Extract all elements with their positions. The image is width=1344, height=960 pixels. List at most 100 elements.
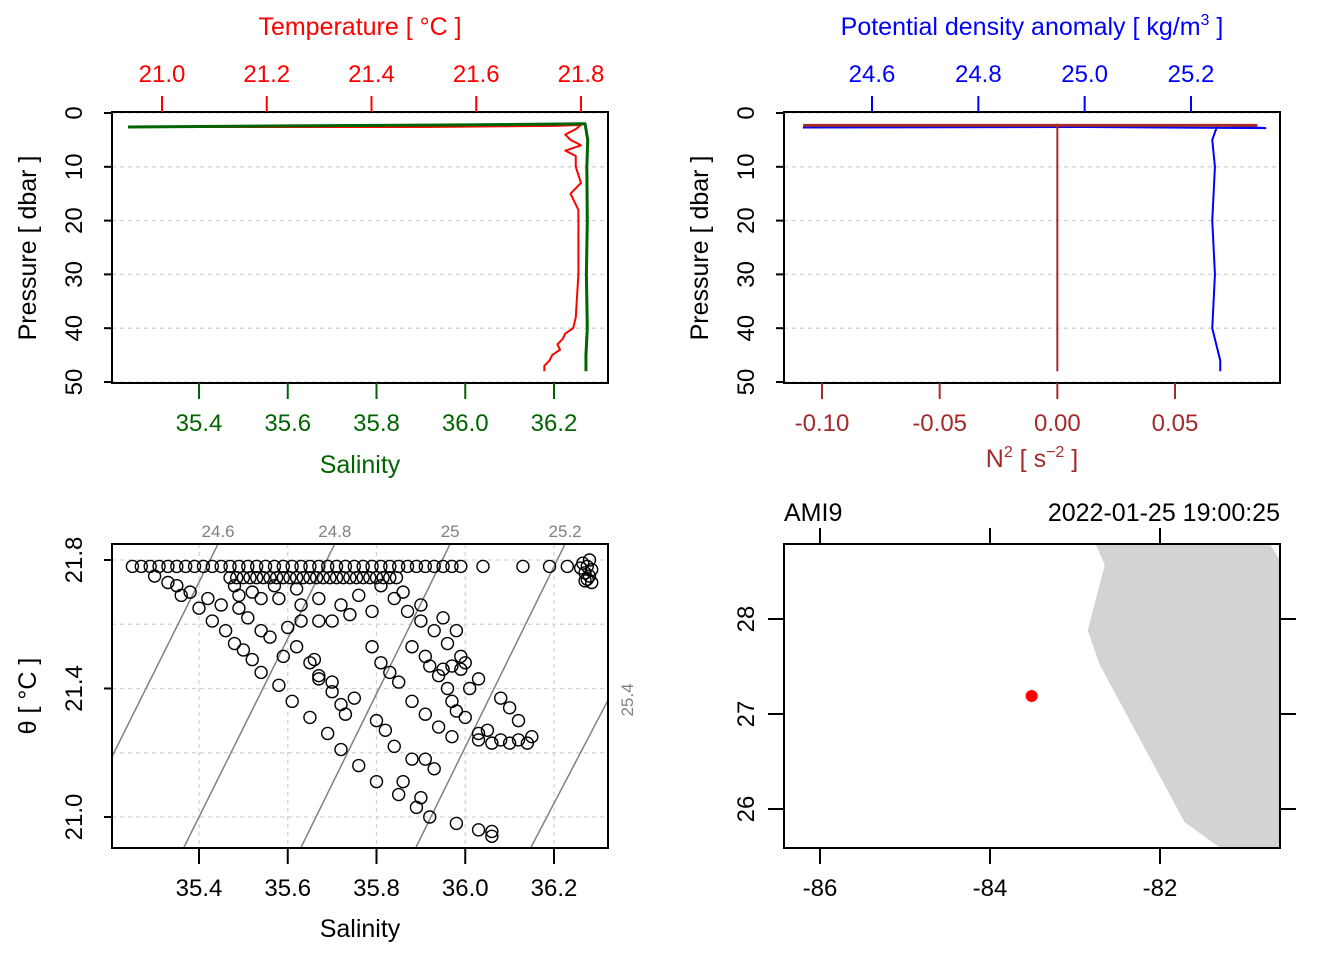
ts-point — [414, 614, 428, 628]
ts-point — [289, 582, 304, 596]
lon-tick-label: -86 — [803, 875, 838, 902]
ts-point — [449, 704, 464, 718]
ts-point — [578, 566, 592, 580]
ts-point — [170, 579, 184, 593]
ts-point — [307, 652, 322, 667]
bottom-axis-tick-label: 35.6 — [264, 410, 311, 437]
ts-point — [329, 559, 344, 574]
ts-point — [334, 598, 348, 612]
y-tick-label: 10 — [61, 153, 88, 180]
y-tick-label: 20 — [61, 207, 88, 234]
ts-point — [502, 701, 517, 715]
ts-point — [389, 570, 404, 585]
y-tick-label: 50 — [61, 369, 88, 396]
isopycnal-label: 24.8 — [318, 522, 351, 541]
top-axis-tick-label: 21.0 — [139, 61, 186, 88]
ts-point — [436, 611, 450, 625]
ts-point — [161, 559, 175, 574]
ts-point — [374, 579, 388, 593]
ts-point — [396, 585, 410, 599]
ts-point — [405, 752, 419, 766]
ts-point — [387, 591, 401, 606]
ts-point — [454, 662, 468, 676]
bottom-axis-tick-label: 36.0 — [442, 410, 489, 437]
y-tick-label: 30 — [733, 261, 760, 288]
ts-point — [387, 739, 401, 754]
ts-point — [325, 685, 339, 699]
top-axis-tick-label: 24.8 — [955, 61, 1002, 88]
salinity-axis-title: Salinity — [320, 451, 401, 479]
ts-point — [218, 623, 233, 638]
ts-point — [560, 559, 575, 574]
density-profile-line — [802, 123, 1267, 372]
ts-point — [376, 570, 390, 585]
lat-tick-label: 27 — [733, 701, 760, 728]
ts-point — [303, 710, 317, 725]
ts-point — [414, 598, 428, 612]
ts-point — [454, 559, 468, 574]
map-frame — [783, 543, 1281, 849]
ts-point — [349, 570, 364, 585]
plot-frame — [111, 543, 609, 849]
station-datetime: 2022-01-25 19:00:25 — [1048, 499, 1280, 527]
ts-point — [294, 598, 308, 612]
ts-point — [352, 758, 366, 773]
isopycnal-label: 25.2 — [549, 522, 582, 541]
ts-point — [502, 736, 517, 750]
ts-point — [183, 585, 197, 599]
top-axis-tick-label: 21.8 — [558, 61, 605, 88]
ts-point — [249, 570, 264, 585]
plot-frame — [111, 111, 609, 384]
ts-point — [365, 604, 379, 619]
ts-diagram-panel: 24.6 24.8 25 25.225.4 35.4 35.6 35.8 36.0 36.2 … — [14, 522, 637, 943]
ts-point — [232, 588, 246, 603]
ts-point — [243, 570, 257, 585]
ts-point — [418, 752, 433, 766]
ts-point — [254, 623, 268, 638]
ts-point — [334, 742, 348, 757]
ts-point — [343, 607, 357, 622]
lat-tick-label: 28 — [733, 606, 760, 633]
bottom-axis-tick-label: 35.4 — [176, 875, 223, 902]
bottom-axis-tick-label: 35.4 — [176, 410, 223, 437]
ts-point — [445, 659, 459, 673]
bottom-axis-tick-label: -0.05 — [912, 410, 967, 437]
y-tick-label: 0 — [61, 106, 88, 119]
isopycnal-label: 25.4 — [618, 683, 637, 716]
ts-point — [405, 694, 419, 709]
ts-point — [223, 570, 237, 585]
ts-point — [336, 570, 350, 585]
ts-point — [511, 713, 526, 728]
y-tick-label: 0 — [733, 106, 760, 119]
ts-point — [289, 640, 304, 654]
ts-point — [267, 579, 282, 593]
ts-point — [471, 726, 486, 741]
ts-point — [325, 675, 339, 689]
ts-point — [289, 570, 304, 585]
ts-point — [214, 559, 228, 574]
ts-point — [227, 636, 242, 651]
y-tick-label: 21.4 — [61, 665, 88, 712]
ts-point — [578, 574, 592, 588]
ts-points — [125, 553, 599, 843]
ts-point — [427, 762, 441, 776]
ts-point — [352, 588, 366, 603]
ts-point — [580, 559, 594, 574]
isopycnal-line — [299, 544, 451, 848]
salinity-axis-title: Salinity — [320, 915, 401, 943]
ts-point — [356, 559, 370, 574]
ts-point — [214, 598, 228, 612]
ts-point — [427, 559, 441, 574]
ts-point — [480, 723, 495, 737]
ts-point — [134, 559, 149, 574]
ts-point — [369, 774, 384, 789]
ts-point — [582, 569, 597, 583]
isopycnal-label: 24.6 — [202, 522, 235, 541]
ts-point — [431, 720, 446, 734]
temperature-salinity-profile-panel: Temperature [ °C ] 21.0 21.2 21.4 21.6 21.8 … — [14, 13, 609, 479]
ts-point — [476, 559, 490, 574]
ts-point — [582, 553, 597, 567]
ts-point — [383, 665, 397, 680]
ts-point — [391, 787, 406, 802]
